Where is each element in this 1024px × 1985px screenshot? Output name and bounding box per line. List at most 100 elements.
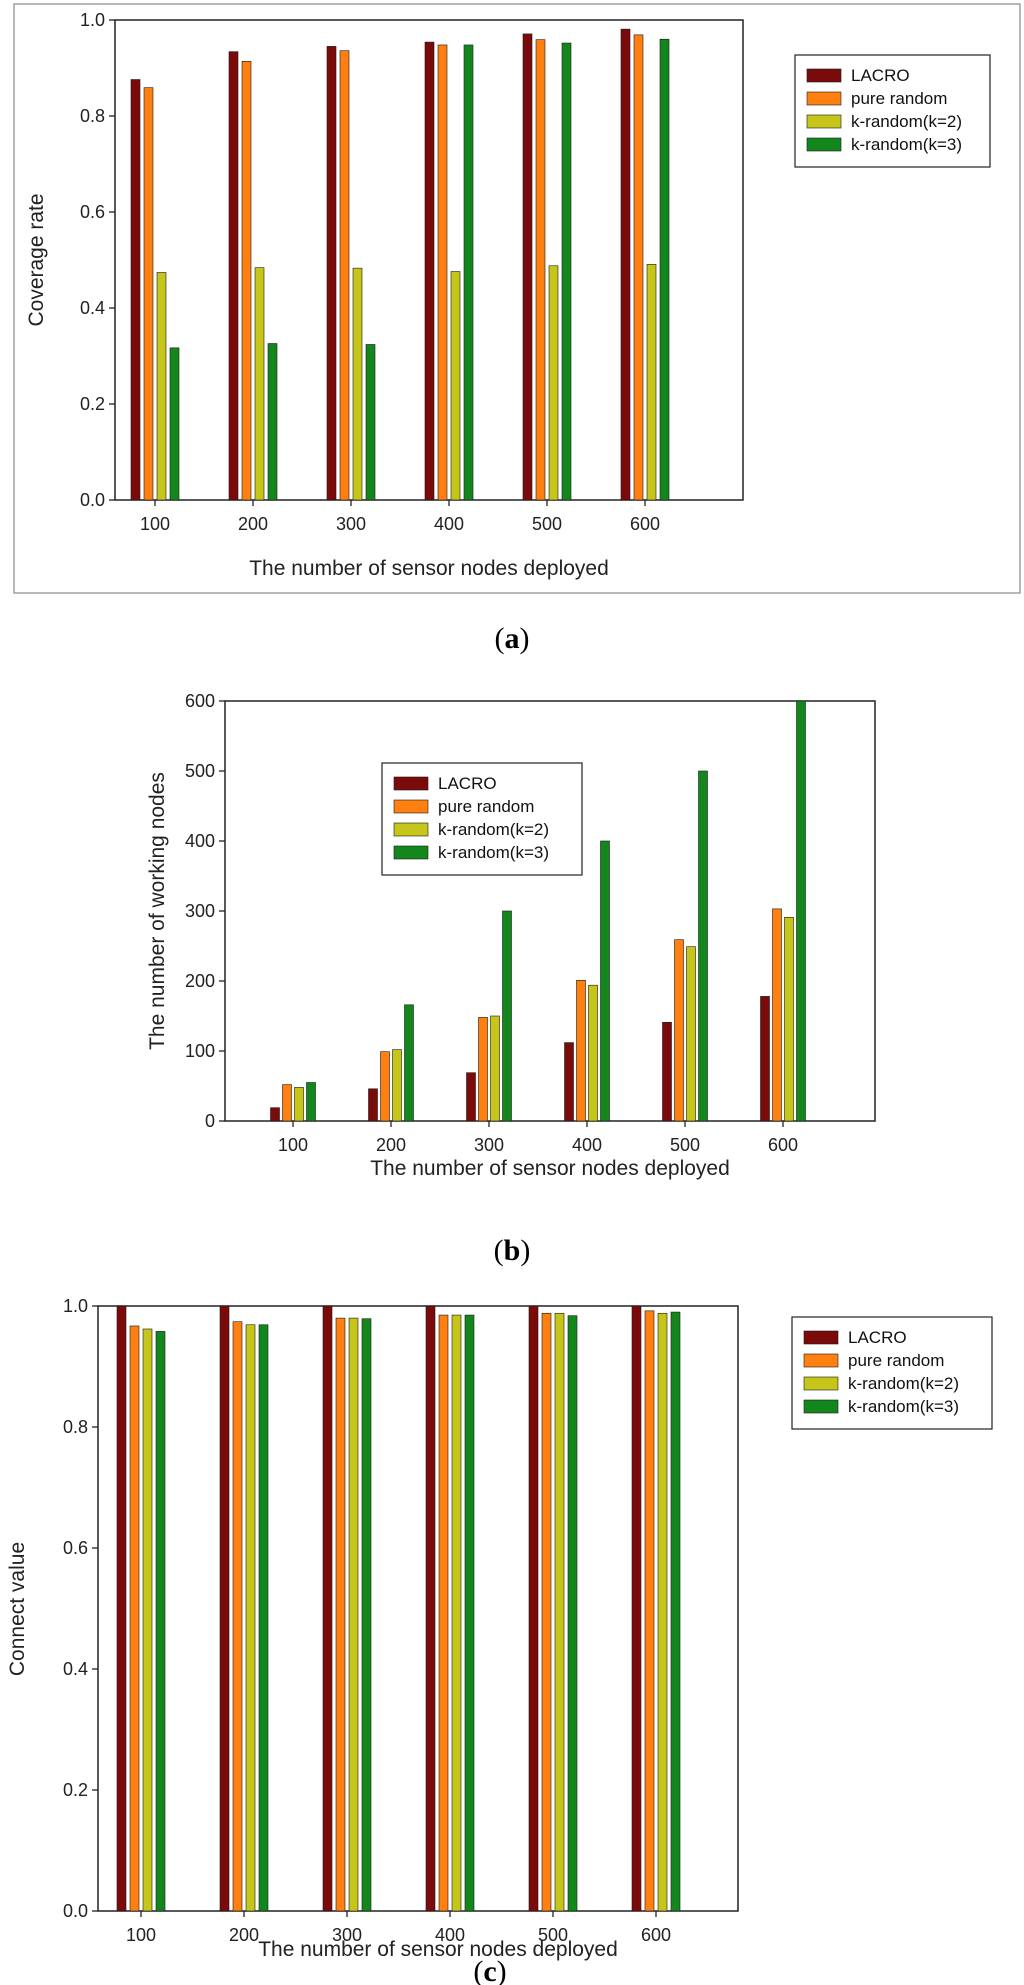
x-tick-label: 300 <box>332 1925 362 1945</box>
y-tick-label: 0.2 <box>80 394 105 414</box>
panel-c-y-ticks: 0.0 0.2 0.4 0.6 0.8 1.0 <box>63 1296 98 1921</box>
panel-c-caption-letter: c <box>483 1955 496 1985</box>
bar-k-random-k-3--200 <box>267 343 278 501</box>
y-tick-label: 1.0 <box>80 10 105 30</box>
x-tick-label: 100 <box>126 1925 156 1945</box>
x-tick-label: 400 <box>434 514 464 534</box>
bar-k-random-k-2--500 <box>548 265 559 501</box>
y-tick-label: 0.6 <box>63 1538 88 1558</box>
bar-pure-random-500 <box>674 939 684 1122</box>
bar-k-random-k-2--100 <box>142 1328 153 1912</box>
y-tick-label: 0.0 <box>63 1901 88 1921</box>
panel-c-plot-frame <box>97 1305 739 1912</box>
bar-k-random-k-2--300 <box>490 1015 500 1122</box>
x-tick-label: 200 <box>229 1925 259 1945</box>
panel-a-y-axis-label: Coverage rate <box>25 193 48 326</box>
x-tick-label: 400 <box>572 1135 602 1155</box>
bar-lacro-600 <box>760 996 770 1122</box>
legend-swatch <box>803 1353 839 1368</box>
panel-b-x-axis-label: The number of sensor nodes deployed <box>370 1157 730 1180</box>
panel-a-y-ticks: 0.0 0.2 0.4 0.6 0.8 1.0 <box>80 10 115 510</box>
bar-lacro-600 <box>620 28 631 501</box>
panel-a-frame <box>13 3 1021 594</box>
panel-c-bars <box>116 1305 681 1912</box>
bar-k-random-k-3--500 <box>567 1315 578 1912</box>
panel-b-caption-open: ( <box>494 1234 504 1267</box>
panel-b-caption-close: ) <box>520 1234 530 1267</box>
panel-c-caption-close: ) <box>497 1955 507 1985</box>
bar-k-random-k-3--600 <box>670 1311 681 1912</box>
y-tick-label: 0.8 <box>80 106 105 126</box>
legend-label: k-random(k=3) <box>851 135 962 154</box>
panel-a-caption-open: ( <box>495 622 505 655</box>
bar-pure-random-400 <box>576 979 586 1122</box>
bar-pure-random-300 <box>339 50 350 501</box>
bar-lacro-200 <box>228 51 239 501</box>
panel-c: 0.0 0.2 0.4 0.6 0.8 1.0 100 200 300 400 500 600 Th… <box>6 1296 993 1985</box>
legend-swatch <box>803 1399 839 1414</box>
bar-k-random-k-2--400 <box>451 1314 462 1912</box>
y-tick-label: 1.0 <box>63 1296 88 1316</box>
x-tick-label: 500 <box>670 1135 700 1155</box>
y-tick-label: 200 <box>185 971 215 991</box>
x-tick-label: 600 <box>630 514 660 534</box>
panel-a-legend: LACRO pure random k-random(k=2) k-random(k=… <box>794 54 991 168</box>
panel-b-bars <box>270 700 806 1122</box>
y-tick-label: 400 <box>185 831 215 851</box>
bar-k-random-k-2--400 <box>588 984 598 1122</box>
legend-label: pure random <box>848 1351 944 1370</box>
panel-c-caption-open: ( <box>473 1955 483 1985</box>
legend-swatch <box>803 1330 839 1345</box>
legend-label: k-random(k=3) <box>438 843 549 862</box>
bar-lacro-100 <box>116 1305 127 1912</box>
bar-k-random-k-2--100 <box>294 1087 304 1122</box>
panel-b-y-ticks: 0 100 200 300 400 500 600 <box>185 691 225 1131</box>
y-tick-label: 0.6 <box>80 202 105 222</box>
x-tick-label: 100 <box>140 514 170 534</box>
legend-label: LACRO <box>851 66 910 85</box>
bar-pure-random-500 <box>541 1312 552 1912</box>
bar-pure-random-600 <box>772 908 782 1122</box>
bar-pure-random-600 <box>633 34 644 501</box>
bar-pure-random-100 <box>282 1084 292 1122</box>
panel-b-x-ticks: 100 200 300 400 500 600 <box>278 1121 798 1155</box>
panel-c-x-axis-label: The number of sensor nodes deployed <box>258 1938 618 1961</box>
bar-lacro-100 <box>130 79 141 501</box>
bar-lacro-100 <box>270 1107 280 1122</box>
bar-k-random-k-3--100 <box>169 347 180 501</box>
panel-c-y-axis-label: Connect value <box>6 1542 29 1676</box>
bar-k-random-k-2--300 <box>348 1317 359 1912</box>
legend-swatch <box>803 1376 839 1391</box>
x-tick-label: 400 <box>435 1925 465 1945</box>
panel-c-legend: LACRO pure random k-random(k=2) k-random(k=… <box>791 1316 993 1430</box>
bar-pure-random-400 <box>438 1314 449 1912</box>
bar-k-random-k-2--100 <box>156 272 167 501</box>
panel-b-caption: (b) <box>494 1234 531 1267</box>
y-tick-label: 100 <box>185 1041 215 1061</box>
legend-swatch <box>393 776 429 791</box>
bar-k-random-k-3--500 <box>698 770 708 1122</box>
bar-k-random-k-2--200 <box>245 1324 256 1912</box>
panel-c-caption: (c) <box>473 1955 506 1985</box>
bar-k-random-k-2--600 <box>646 264 657 501</box>
bar-lacro-400 <box>564 1042 574 1122</box>
bar-k-random-k-2--400 <box>450 271 461 501</box>
panel-a-caption-close: ) <box>520 622 530 655</box>
panel-c-x-ticks: 100 200 300 400 500 600 <box>126 1911 671 1945</box>
bar-k-random-k-3--400 <box>464 1314 475 1912</box>
bar-pure-random-200 <box>232 1321 243 1912</box>
bar-pure-random-200 <box>380 1051 390 1122</box>
bar-k-random-k-2--600 <box>784 916 794 1122</box>
legend-label: k-random(k=2) <box>438 820 549 839</box>
legend-swatch <box>393 845 429 860</box>
x-tick-label: 200 <box>376 1135 406 1155</box>
y-tick-label: 0.4 <box>63 1659 88 1679</box>
bar-pure-random-400 <box>437 44 448 501</box>
y-tick-label: 500 <box>185 761 215 781</box>
legend-swatch <box>806 114 842 129</box>
bar-lacro-500 <box>522 33 533 501</box>
bar-pure-random-500 <box>535 39 546 501</box>
x-tick-label: 600 <box>768 1135 798 1155</box>
y-tick-label: 0.0 <box>80 490 105 510</box>
panel-a-bars <box>130 28 670 501</box>
